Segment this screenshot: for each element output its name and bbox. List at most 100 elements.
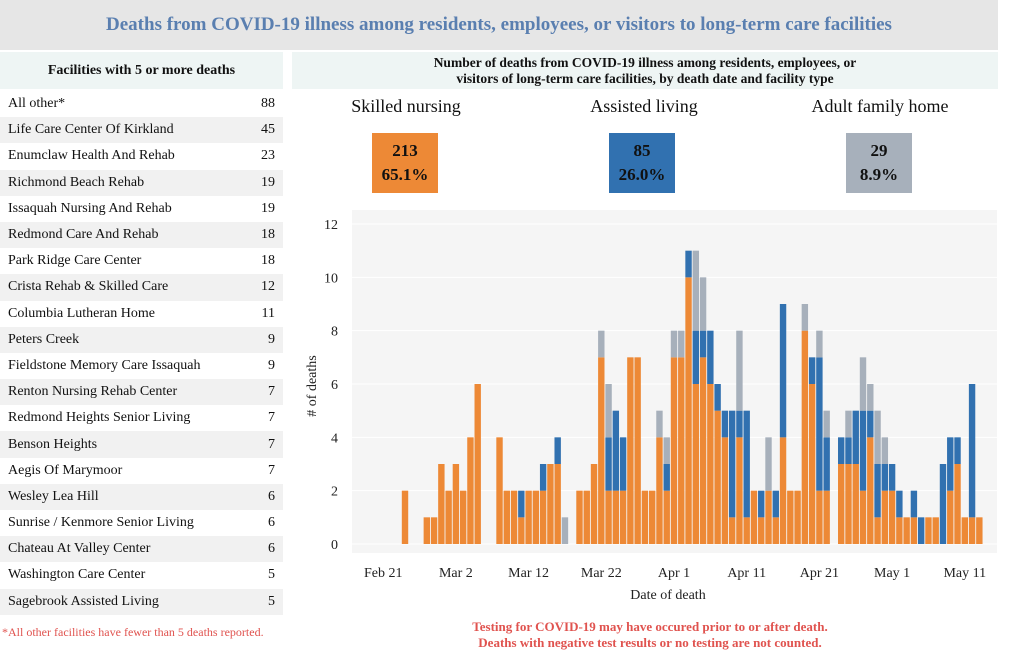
- y-tick-label: 4: [331, 431, 338, 446]
- facility-count: 18: [261, 227, 275, 243]
- facility-row: Sunrise / Kenmore Senior Living 6: [0, 510, 283, 536]
- bar-segment: [736, 410, 743, 438]
- bar-segment: [845, 464, 852, 544]
- facility-name: Wesley Lea Hill: [8, 488, 99, 504]
- type-pct-adult-family-home: 8.9%: [859, 165, 899, 184]
- bar-segment: [510, 490, 518, 544]
- bar-segment: [867, 384, 874, 411]
- facility-count: 19: [261, 200, 275, 216]
- bar-segment: [518, 517, 525, 544]
- bar-segment: [976, 517, 983, 544]
- bar-segment: [663, 490, 670, 544]
- bar-segment: [779, 304, 787, 438]
- facility-row: All other* 88: [0, 91, 283, 117]
- bar-segment: [401, 490, 409, 544]
- bar-segment: [816, 490, 823, 544]
- bar-segment: [867, 437, 874, 544]
- facility-count: 6: [268, 488, 275, 504]
- bar-segment: [765, 437, 772, 491]
- page-title: Deaths from COVID-19 illness among resid…: [106, 14, 892, 35]
- bar-segment: [430, 517, 438, 544]
- facility-row: Renton Nursing Rehab Center 7: [0, 379, 283, 406]
- bar-segment: [743, 517, 750, 544]
- bar-segment: [859, 410, 867, 491]
- x-tick-label: May 1: [874, 566, 910, 581]
- type-box-adult-family-home: 29 8.9%: [846, 133, 912, 193]
- facilities-table: All other* 88 Life Care Center Of Kirkland…: [0, 91, 283, 615]
- bar-segment: [736, 330, 743, 411]
- facility-name: Sagebrook Assisted Living: [8, 593, 159, 609]
- facility-name: Fieldstone Memory Care Issaquah: [8, 357, 201, 373]
- facility-name: Chateau At Valley Center: [8, 541, 151, 557]
- type-box-assisted-living: 85 26.0%: [609, 133, 675, 193]
- bar-segment: [823, 490, 830, 544]
- bar-segment: [874, 517, 881, 544]
- facility-name: Aegis Of Marymoor: [8, 462, 123, 478]
- bar-segment: [779, 437, 787, 544]
- bar-segment: [627, 357, 634, 544]
- facility-row: Enumclaw Health And Rehab 23: [0, 143, 283, 169]
- y-tick-label: 0: [331, 538, 338, 553]
- facility-row: Redmond Care And Rehab 18: [0, 221, 283, 249]
- y-axis-title: # of deaths: [305, 355, 320, 416]
- bar-segment: [852, 464, 859, 544]
- x-axis-title: Date of death: [630, 588, 705, 603]
- facility-name: Benson Heights: [8, 436, 98, 452]
- facility-name: Columbia Lutheran Home: [8, 305, 155, 321]
- facility-row: Wesley Lea Hill 6: [0, 483, 283, 510]
- type-pct-assisted-living: 26.0%: [618, 165, 666, 184]
- bar-segment: [728, 517, 736, 544]
- bar-segment: [583, 490, 590, 544]
- bar-segment: [852, 410, 859, 464]
- bar-segment: [954, 464, 961, 544]
- bar-segment: [954, 437, 961, 464]
- bar-segment: [721, 410, 729, 438]
- facility-count: 23: [261, 148, 275, 164]
- bar-segment: [496, 437, 503, 544]
- facility-count: 6: [268, 541, 275, 557]
- page-title-bar: Deaths from COVID-19 illness among resid…: [0, 0, 998, 50]
- bar-segment: [707, 384, 714, 544]
- x-tick-label: Mar 22: [581, 566, 622, 581]
- bar-segment: [874, 464, 881, 518]
- bar-segment: [736, 437, 743, 544]
- facility-name: Redmond Care And Rehab: [8, 227, 159, 243]
- type-box-skilled-nursing: 213 65.1%: [372, 133, 438, 193]
- bar-segment: [714, 384, 721, 411]
- bar-segment: [612, 490, 620, 544]
- bar-segment: [961, 517, 968, 544]
- facility-name: Life Care Center Of Kirkland: [8, 122, 174, 138]
- x-tick-label: Apr 1: [658, 566, 690, 581]
- type-label-skilled-nursing: Skilled nursing: [351, 96, 461, 116]
- chart-header-line2: visitors of long-term care facilities, b…: [456, 70, 834, 86]
- bar-segment: [947, 490, 954, 544]
- facility-count: 9: [268, 357, 275, 373]
- bar-segment: [787, 490, 794, 544]
- bar-segment: [605, 384, 612, 438]
- bar-segment: [917, 517, 925, 544]
- type-label-adult-family-home: Adult family home: [811, 96, 949, 116]
- type-pct-skilled-nursing: 65.1%: [381, 165, 429, 184]
- facility-count: 6: [268, 515, 275, 531]
- bar-segment: [881, 490, 889, 544]
- bar-segment: [968, 517, 976, 544]
- bar-segment: [438, 464, 445, 544]
- chart-header: Number of deaths from COVID-19 illness a…: [292, 52, 998, 89]
- bar-segment: [808, 384, 816, 544]
- bar-segment: [823, 437, 830, 491]
- facility-name: Sunrise / Kenmore Senior Living: [8, 515, 194, 531]
- bar-segment: [576, 490, 583, 544]
- y-tick-label: 10: [324, 271, 338, 286]
- bar-segment: [547, 464, 554, 544]
- facility-count: 7: [268, 462, 275, 478]
- facility-row: Life Care Center Of Kirkland 45: [0, 117, 283, 144]
- bar-segment: [801, 304, 809, 331]
- bar-segment: [968, 384, 976, 518]
- facility-name: Issaquah Nursing And Rehab: [8, 200, 172, 216]
- deaths-bar-chart: 0 2 4 6 8 10 12 Feb 21 Mar 2 Mar 12 Mar 22 Apr 1 Ap…: [305, 210, 997, 603]
- bar-segment: [823, 410, 830, 438]
- facility-row: Chateau At Valley Center 6: [0, 536, 283, 563]
- testing-note-line1: Testing for COVID-19 may have occured pr…: [472, 619, 828, 634]
- bar-segment: [910, 490, 918, 518]
- type-count-assisted-living: 85: [633, 141, 651, 160]
